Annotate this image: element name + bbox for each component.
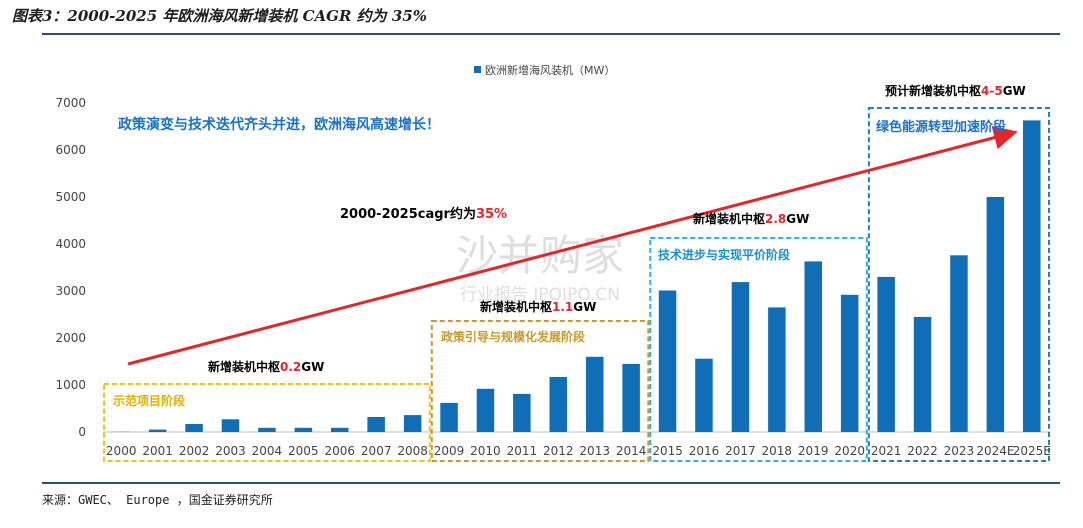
x-tick-label: 2012 <box>543 444 574 458</box>
bar-2020 <box>840 294 859 432</box>
x-tick-label: 2021 <box>871 444 902 458</box>
x-tick-label: 2007 <box>361 444 392 458</box>
y-tick-label: 0 <box>78 425 86 439</box>
bar-2017 <box>731 282 750 432</box>
stage2-name: 政策引导与规模化发展阶段 <box>441 329 586 344</box>
stage4-center: 预计新增装机中枢4-5GW <box>885 83 1026 98</box>
y-tick-label: 4000 <box>55 237 86 251</box>
bar-2006 <box>331 427 349 432</box>
x-tick-label: 2002 <box>179 444 210 458</box>
x-tick-label: 2019 <box>798 444 829 458</box>
x-tick-label: 2017 <box>725 444 756 458</box>
bar-2009 <box>440 402 458 432</box>
bar-2015 <box>658 290 677 432</box>
watermark: 沙并购家 行业报告 IPOIPO.CN <box>456 231 624 305</box>
stage-box-3 <box>649 237 868 462</box>
bar-2024E <box>986 197 1005 432</box>
bar-2021 <box>877 276 895 432</box>
y-tick-label: 5000 <box>55 190 86 204</box>
bar-2013 <box>586 356 604 432</box>
watermark-sub: 行业报告 IPOIPO.CN <box>460 285 620 305</box>
bar-2004 <box>258 427 276 432</box>
bar-2008 <box>403 415 422 432</box>
bar-2011 <box>513 393 531 432</box>
y-tick-label: 6000 <box>55 143 86 157</box>
bar-2025E <box>1023 120 1041 433</box>
x-tick-label: 2010 <box>470 444 501 458</box>
x-tick-label: 2001 <box>142 444 173 458</box>
x-tick-label: 2015 <box>652 444 683 458</box>
cagr-value: 35% <box>476 207 507 222</box>
y-tick-label: 1000 <box>55 378 86 392</box>
bar-2019 <box>804 261 822 432</box>
y-tick-label: 2000 <box>55 331 86 345</box>
x-tick-label: 2023 <box>944 444 975 458</box>
x-tick-labels: 2000 2001 2002 2003 2004 2005 2006 2007 2008 2009… <box>106 444 1051 458</box>
bar-2007 <box>367 417 385 432</box>
cagr-annotation: 2000-2025cagr约为35% <box>340 206 507 222</box>
x-tick-label: 2014 <box>616 444 647 458</box>
x-tick-label: 2022 <box>907 444 938 458</box>
bottom-rule <box>42 482 1060 484</box>
bar-2010 <box>476 388 495 432</box>
bar-2002 <box>185 424 203 432</box>
bar-2012 <box>549 377 567 432</box>
stage1-center: 新增装机中枢0.2GW <box>208 359 324 374</box>
legend-swatch <box>474 66 481 73</box>
x-tick-label: 2000 <box>106 444 137 458</box>
x-tick-label: 2009 <box>434 444 465 458</box>
x-tick-label: 2024E <box>976 444 1014 458</box>
bar-2018 <box>768 307 786 432</box>
y-axis: 0 1000 2000 3000 4000 5000 6000 7000 <box>55 96 86 439</box>
bar-2014 <box>622 363 640 432</box>
stage4-name: 绿色能源转型加速阶段 <box>876 119 1006 135</box>
bar-2003 <box>221 419 240 432</box>
stage3-name: 技术进步与实现平价阶段 <box>658 247 791 262</box>
bar-2023 <box>950 255 968 432</box>
stage1-name: 示范项目阶段 <box>112 393 186 408</box>
x-tick-label: 2006 <box>325 444 356 458</box>
stage-box-4 <box>867 107 1051 462</box>
figure-title: 图表3：2000-2025 年欧洲海风新增装机 CAGR 约为 35% <box>12 7 428 25</box>
x-tick-label: 2005 <box>288 444 319 458</box>
stage3-center: 新增装机中枢2.8GW <box>693 211 809 226</box>
trend-arrow <box>127 125 1018 366</box>
top-rule <box>42 33 1060 35</box>
stage-box-1 <box>103 383 431 462</box>
bar-2016 <box>695 358 713 432</box>
bar-2001 <box>148 429 167 432</box>
x-tick-label: 2020 <box>834 444 865 458</box>
stage-boxes <box>103 107 1051 462</box>
bar-2005 <box>294 427 313 432</box>
source-note: 来源：GWEC、 Europe ，国金证券研究所 <box>42 493 273 507</box>
y-tick-label: 3000 <box>55 284 86 298</box>
y-tick-label: 7000 <box>55 96 86 110</box>
stage-box-2 <box>430 320 650 462</box>
legend: 欧洲新增海风装机（MW） <box>474 63 615 77</box>
x-tick-label: 2004 <box>252 444 283 458</box>
headline-annotation: 政策演变与技术迭代齐头并进，欧洲海风高速增长！ <box>118 116 440 133</box>
x-tick-label: 2016 <box>689 444 720 458</box>
bar-2022 <box>913 316 932 432</box>
x-tick-label: 2025E <box>1013 444 1051 458</box>
x-tick-label: 2018 <box>762 444 793 458</box>
bars <box>112 120 1041 433</box>
x-tick-label: 2008 <box>397 444 428 458</box>
x-tick-label: 2011 <box>507 444 538 458</box>
x-tick-label: 2013 <box>579 444 610 458</box>
stage2-center: 新增装机中枢1.1GW <box>480 299 596 314</box>
x-tick-label: 2003 <box>215 444 246 458</box>
legend-label: 欧洲新增海风装机（MW） <box>485 63 615 77</box>
